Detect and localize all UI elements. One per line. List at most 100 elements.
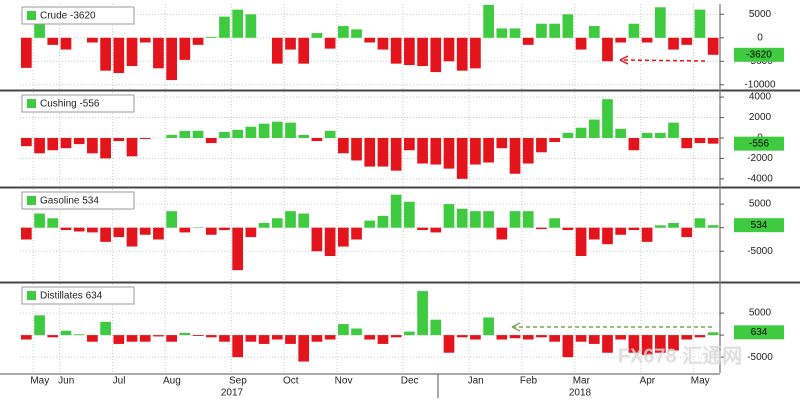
bar [324, 335, 336, 340]
bar [179, 130, 191, 138]
bar [443, 335, 455, 353]
bar [153, 37, 164, 69]
year-label: 2018 [569, 388, 592, 399]
legend-label: Distillates 634 [40, 291, 103, 302]
bar [470, 37, 481, 69]
bar [496, 335, 508, 340]
bar [166, 335, 177, 342]
last-value-box [734, 47, 784, 62]
bar [205, 335, 217, 338]
bar [324, 227, 336, 256]
bar [311, 137, 323, 142]
bar [179, 37, 191, 60]
bar [87, 137, 98, 154]
bar [311, 227, 323, 252]
bar [139, 37, 151, 43]
bar [113, 227, 125, 238]
x-tick-label: May [691, 376, 710, 387]
bar [153, 227, 164, 240]
bar [126, 37, 138, 66]
bar [390, 335, 402, 338]
bar [113, 37, 125, 74]
bar [668, 335, 679, 351]
bar [139, 137, 151, 139]
y-tick-label: -4000 [747, 173, 773, 184]
bar [522, 211, 534, 228]
bar [47, 218, 59, 228]
bar [483, 137, 494, 163]
bar [509, 211, 521, 228]
bar [443, 204, 455, 228]
legend-box [21, 191, 135, 210]
bar [404, 137, 415, 151]
bar [496, 28, 508, 38]
bar [681, 227, 693, 238]
last-value-label: 534 [751, 220, 768, 231]
plots: 5000 0 -5000 -10000 -3620 Crude -3620 4000 2000… [0, 4, 800, 399]
bar [615, 227, 627, 235]
bar [21, 335, 32, 340]
legend-box [21, 6, 135, 25]
bar [668, 122, 679, 138]
bar [615, 37, 627, 43]
bar [311, 335, 323, 342]
bar [536, 335, 547, 338]
annotation-arrow-head [619, 55, 629, 65]
bar [73, 227, 85, 232]
x-tick-label: Jul [113, 376, 126, 387]
bar [549, 23, 561, 38]
x-tick-label: Feb [520, 376, 538, 387]
bar [192, 130, 204, 138]
y-tick-label: 2000 [749, 112, 772, 123]
bar [522, 37, 534, 45]
bar [285, 211, 296, 228]
bar [456, 37, 468, 71]
bar [285, 122, 296, 138]
bar [628, 227, 640, 231]
bar [73, 137, 85, 145]
bar [126, 227, 138, 247]
bar [87, 227, 98, 233]
bar [417, 291, 428, 336]
bar [562, 14, 574, 38]
bar [707, 332, 719, 336]
bar [641, 227, 653, 242]
bar [602, 37, 613, 62]
bar [707, 137, 719, 144]
bar [588, 119, 600, 138]
x-tick-label: Aug [163, 376, 181, 387]
bar [364, 220, 376, 228]
bar [311, 33, 323, 38]
bar [271, 37, 283, 64]
legend-swatch [27, 11, 36, 20]
bar [602, 227, 613, 245]
bar [602, 335, 613, 353]
bar [205, 36, 217, 38]
bar [443, 137, 455, 169]
bar [60, 330, 72, 336]
bar [192, 37, 204, 45]
bar [575, 335, 587, 342]
bar [417, 227, 428, 231]
legend-label: Cushing -556 [40, 99, 100, 110]
bar [232, 227, 244, 271]
bar [34, 137, 45, 154]
bar [139, 227, 151, 235]
bar [219, 335, 230, 342]
bar [47, 37, 59, 45]
bar [456, 335, 468, 338]
bar [100, 321, 111, 336]
bar [549, 335, 561, 342]
bar [615, 335, 627, 340]
last-value-label: 634 [751, 327, 768, 338]
bar [483, 4, 494, 38]
bar [271, 335, 283, 340]
bar [430, 37, 442, 73]
bar [509, 137, 521, 174]
bar [562, 132, 574, 138]
bar [377, 37, 389, 50]
bar [245, 14, 257, 38]
bar [536, 227, 547, 230]
bar [113, 335, 125, 344]
bar [588, 26, 600, 38]
